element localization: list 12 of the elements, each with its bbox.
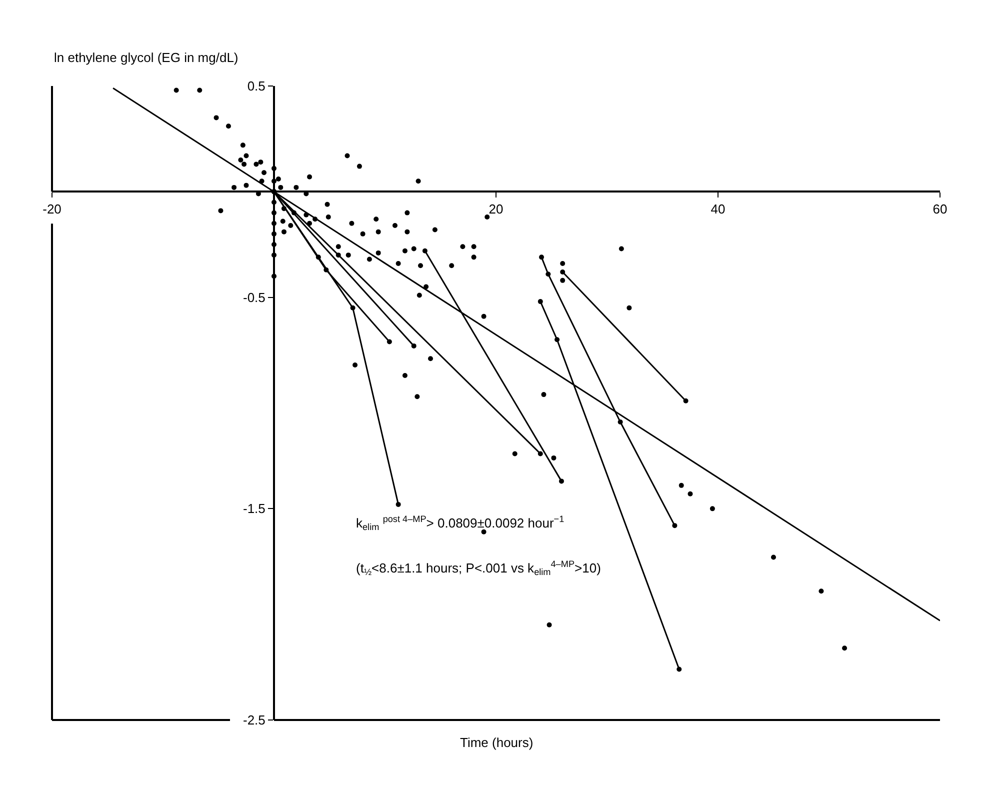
x-axis-title: Time (hours) bbox=[460, 735, 534, 750]
x-tick-label: 20 bbox=[488, 201, 504, 216]
y-tick-label: -0.5 bbox=[242, 290, 266, 305]
annotation: (t$_{½}$<8.6±1.1 hours; P<.001 vs k$_{elim}$$^{4–MP}$>10) bbox=[356, 559, 601, 578]
y-tick-label: -1.5 bbox=[242, 501, 266, 516]
y-tick-label: 0.5 bbox=[247, 78, 266, 94]
x-tick-label: 40 bbox=[710, 201, 726, 216]
y-tick-label: -2.5 bbox=[242, 712, 266, 728]
annotation: k$_{elim}$ $^{post 4–MP}$> 0.0809±0.0092 hour$^{−1}$ bbox=[356, 514, 564, 532]
x-tick-label: 60 bbox=[932, 201, 948, 216]
x-tick-label: -20 bbox=[42, 201, 62, 216]
y-axis-title: ln ethylene glycol (EG in mg/dL) bbox=[54, 50, 238, 65]
